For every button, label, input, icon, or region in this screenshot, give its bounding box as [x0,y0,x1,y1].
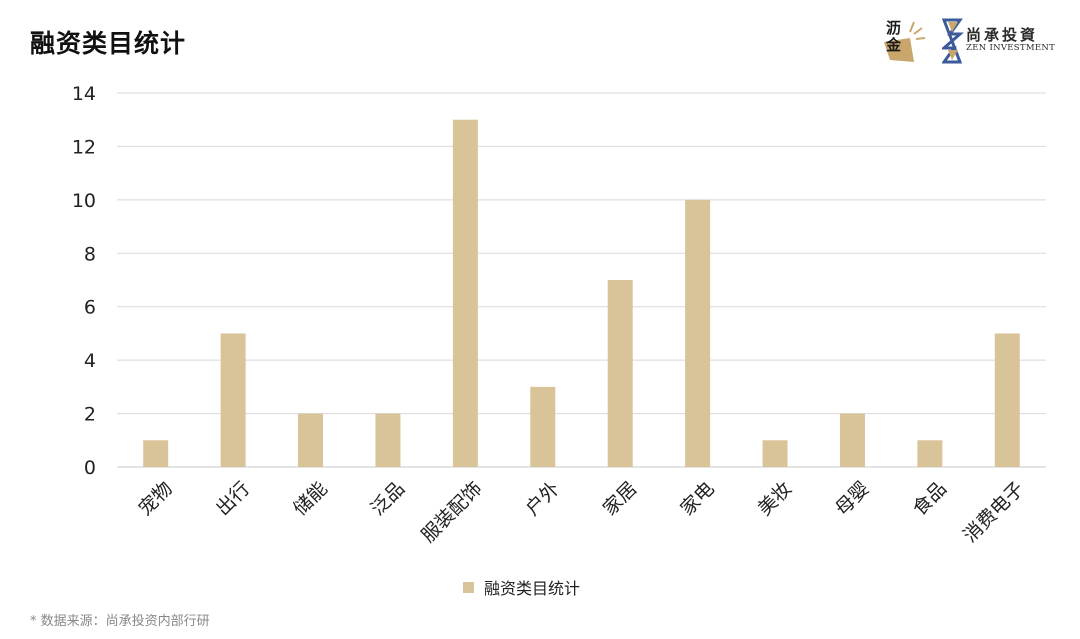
x-tick-label: 家电 [676,478,718,520]
bar [994,333,1020,467]
x-tick-label: 储能 [289,478,331,520]
x-tick-label: 食品 [909,478,951,520]
y-tick-label: 10 [72,190,96,212]
x-tick-label: 泛品 [367,478,409,520]
legend-swatch [463,581,474,593]
bar [375,413,401,467]
x-tick-label: 宠物 [134,478,176,520]
y-tick-label: 6 [84,297,96,319]
y-tick-label: 2 [84,404,96,426]
zen-logo-en: ZEN INVESTMENT [966,43,1056,53]
bar [839,413,865,467]
x-tick-label: 出行 [212,478,254,520]
bar [917,440,943,467]
x-tick-label: 家居 [599,478,641,520]
lijin-logo-icon [884,21,926,62]
x-tick-label: 户外 [522,478,564,520]
data-source-note: * 数据来源：尚承投资内部行研 [30,614,210,629]
bar [143,440,169,467]
lijin-logo-text: 沥金 [886,19,902,54]
x-tick-label: 消费电子 [959,478,1028,547]
bar [530,386,556,467]
bar [685,199,711,467]
bar [607,280,633,467]
page-title: 融资类目统计 [30,29,187,58]
y-tick-label: 0 [84,457,96,479]
y-tick-label: 14 [72,83,96,105]
chart-legend: 融资类目统计 [463,575,580,599]
y-tick-label: 8 [84,243,96,265]
x-tick-label: 服装配饰 [417,478,486,547]
bar [298,413,324,467]
legend-label: 融资类目统计 [484,579,581,598]
zen-investment-logo-icon [942,18,964,64]
bar [220,333,246,467]
bar [762,440,788,467]
x-tick-label: 美妆 [754,478,796,520]
y-tick-label: 12 [72,136,96,158]
y-tick-label: 4 [84,350,96,372]
x-tick-label: 母婴 [831,478,873,520]
zen-logo-cn: 尚承投資 [966,26,1039,44]
bar [452,119,478,467]
